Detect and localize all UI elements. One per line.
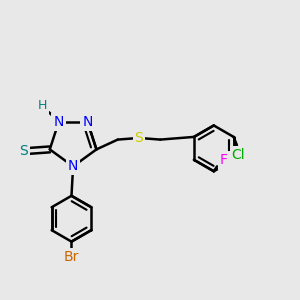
Text: H: H — [38, 99, 47, 112]
Text: S: S — [19, 144, 28, 158]
Text: N: N — [53, 115, 64, 129]
Text: N: N — [68, 159, 78, 173]
Text: F: F — [220, 154, 228, 167]
Text: S: S — [135, 131, 143, 145]
Text: Br: Br — [64, 250, 79, 264]
Text: N: N — [82, 115, 93, 129]
Text: Cl: Cl — [232, 148, 245, 162]
